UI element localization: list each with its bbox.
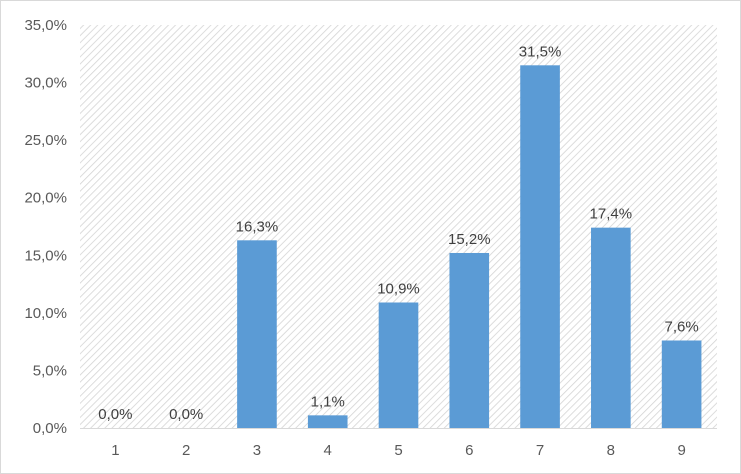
x-tick-label: 9: [677, 442, 685, 459]
data-label: 16,3%: [236, 218, 279, 235]
bar: [378, 302, 419, 428]
data-label: 17,4%: [590, 206, 633, 223]
x-tick-label: 2: [182, 442, 190, 459]
bar: [661, 340, 702, 428]
x-axis: 1 2 3 4 5 6 7 8 9: [111, 442, 686, 459]
y-tick-label: 35,0%: [24, 17, 67, 34]
x-tick-label: 6: [465, 442, 473, 459]
bar: [520, 65, 560, 429]
y-tick-label: 5,0%: [33, 362, 67, 379]
data-labels-group: 0,0% 0,0% 16,3% 1,1% 10,9% 15,2% 31,5% 17,4% 7,6…: [98, 43, 698, 423]
bars-group: [237, 65, 702, 429]
bar: [237, 240, 277, 428]
data-label: 0,0%: [98, 406, 132, 423]
data-label: 15,2%: [448, 231, 491, 248]
x-tick-label: 3: [253, 442, 261, 459]
x-tick-label: 5: [394, 442, 402, 459]
y-tick-label: 15,0%: [24, 247, 67, 264]
data-label: 10,9%: [377, 280, 420, 297]
data-label: 7,6%: [665, 318, 699, 335]
bar: [591, 227, 631, 428]
y-tick-label: 20,0%: [24, 190, 67, 207]
data-label: 31,5%: [519, 43, 562, 60]
x-tick-label: 8: [607, 442, 615, 459]
data-label: 1,1%: [311, 393, 345, 410]
data-label: 0,0%: [169, 406, 203, 423]
x-tick-label: 7: [536, 442, 544, 459]
y-axis: 0,0% 5,0% 10,0% 15,0% 20,0% 25,0% 30,0% 35,0%: [24, 17, 67, 437]
bar: [449, 252, 490, 428]
y-tick-label: 25,0%: [24, 132, 67, 149]
y-tick-label: 0,0%: [33, 420, 67, 437]
x-tick-label: 4: [324, 442, 332, 459]
x-tick-label: 1: [111, 442, 119, 459]
y-tick-label: 30,0%: [24, 75, 67, 92]
y-tick-label: 10,0%: [24, 305, 67, 322]
bar: [307, 415, 348, 428]
